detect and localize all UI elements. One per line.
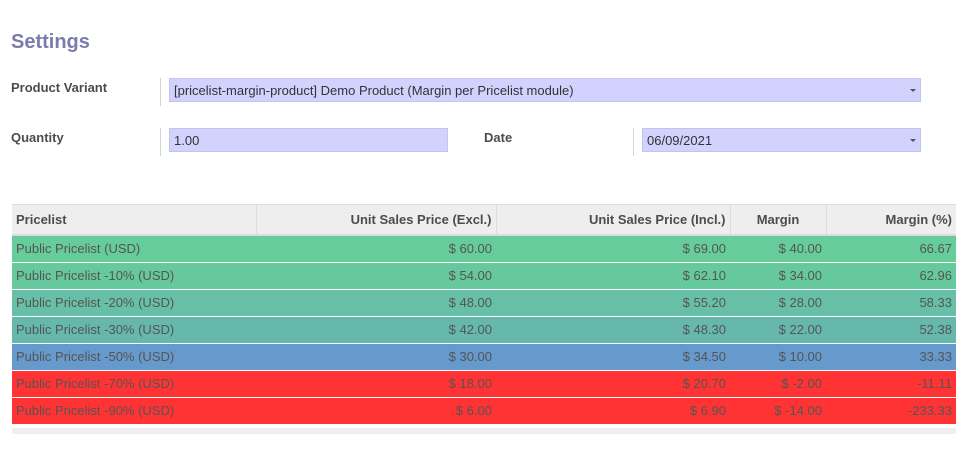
table-header-row: Pricelist Unit Sales Price (Excl.) Unit … — [12, 204, 956, 236]
quantity-value: 1.00 — [174, 133, 200, 148]
dropdown-caret-icon[interactable] — [910, 139, 916, 142]
table-cell-margin-pct: -233.33 — [826, 396, 956, 424]
table-row[interactable]: Public Pricelist -50% (USD) $ 30.00 $ 34.5… — [12, 342, 956, 370]
table-cell-pricelist: Public Pricelist (USD) — [12, 234, 256, 262]
table-cell-incl: $ 62.10 — [496, 261, 730, 289]
table-cell-incl: $ 20.70 — [496, 369, 730, 397]
table-cell-incl: $ 34.50 — [496, 342, 730, 370]
date-value: 06/09/2021 — [647, 133, 713, 148]
product-variant-select[interactable]: [pricelist-margin-product] Demo Product … — [169, 78, 921, 102]
table-cell-incl: $ 69.00 — [496, 234, 730, 262]
product-variant-value: [pricelist-margin-product] Demo Product … — [174, 83, 574, 98]
dropdown-caret-icon[interactable] — [910, 89, 916, 92]
field-divider — [160, 78, 161, 106]
table-cell-excl: $ 54.00 — [256, 261, 496, 289]
table-row[interactable]: Public Pricelist -20% (USD) $ 48.00 $ 55.2… — [12, 288, 956, 316]
table-cell-excl: $ 18.00 — [256, 369, 496, 397]
table-cell-pricelist: Public Pricelist -70% (USD) — [12, 369, 256, 397]
field-divider — [160, 128, 161, 156]
table-cell-margin: $ 34.00 — [730, 261, 826, 289]
date-input[interactable]: 06/09/2021 — [642, 128, 921, 152]
date-label: Date — [484, 130, 513, 145]
table-cell-pricelist: Public Pricelist -10% (USD) — [12, 261, 256, 289]
table-cell-margin: $ -2.00 — [730, 369, 826, 397]
pricelist-margin-table: Pricelist Unit Sales Price (Excl.) Unit … — [12, 204, 956, 424]
table-cell-margin-pct: 62.96 — [826, 261, 956, 289]
table-cell-pricelist: Public Pricelist -50% (USD) — [12, 342, 256, 370]
table-footer — [12, 428, 956, 434]
table-cell-excl: $ 6.00 — [256, 396, 496, 424]
table-cell-incl: $ 55.20 — [496, 288, 730, 316]
table-row[interactable]: Public Pricelist -70% (USD) $ 18.00 $ 20.7… — [12, 369, 956, 397]
table-cell-margin-pct: 33.33 — [826, 342, 956, 370]
column-header-pricelist[interactable]: Pricelist — [12, 204, 256, 236]
column-header-unit-price-incl[interactable]: Unit Sales Price (Incl.) — [495, 204, 730, 236]
table-cell-margin-pct: 66.67 — [826, 234, 956, 262]
product-variant-label: Product Variant — [11, 80, 108, 95]
table-row[interactable]: Public Pricelist -90% (USD) $ 6.00 $ 6.90 $… — [12, 396, 956, 424]
table-cell-margin: $ 28.00 — [730, 288, 826, 316]
table-cell-excl: $ 60.00 — [256, 234, 496, 262]
table-cell-excl: $ 42.00 — [256, 315, 496, 343]
table-cell-excl: $ 30.00 — [256, 342, 496, 370]
table-cell-incl: $ 6.90 — [496, 396, 730, 424]
table-cell-pricelist: Public Pricelist -90% (USD) — [12, 396, 256, 424]
table-cell-margin: $ 22.00 — [730, 315, 826, 343]
column-header-margin-pct[interactable]: Margin (%) — [825, 204, 956, 236]
table-row[interactable]: Public Pricelist -30% (USD) $ 42.00 $ 48.3… — [12, 315, 956, 343]
field-divider — [633, 128, 634, 156]
column-header-margin[interactable]: Margin — [729, 204, 826, 236]
table-cell-margin-pct: 52.38 — [826, 315, 956, 343]
table-row[interactable]: Public Pricelist (USD) $ 60.00 $ 69.00 $ 40… — [12, 234, 956, 262]
column-header-unit-price-excl[interactable]: Unit Sales Price (Excl.) — [255, 204, 496, 236]
table-cell-pricelist: Public Pricelist -20% (USD) — [12, 288, 256, 316]
table-cell-margin: $ 10.00 — [730, 342, 826, 370]
quantity-label: Quantity — [11, 130, 64, 145]
table-cell-margin-pct: -11.11 — [826, 369, 956, 397]
page-title: Settings — [11, 31, 90, 53]
table-cell-margin: $ -14.00 — [730, 396, 826, 424]
table-row[interactable]: Public Pricelist -10% (USD) $ 54.00 $ 62.1… — [12, 261, 956, 289]
table-cell-excl: $ 48.00 — [256, 288, 496, 316]
table-cell-margin-pct: 58.33 — [826, 288, 956, 316]
table-cell-margin: $ 40.00 — [730, 234, 826, 262]
table-cell-pricelist: Public Pricelist -30% (USD) — [12, 315, 256, 343]
quantity-input[interactable]: 1.00 — [169, 128, 448, 152]
table-cell-incl: $ 48.30 — [496, 315, 730, 343]
